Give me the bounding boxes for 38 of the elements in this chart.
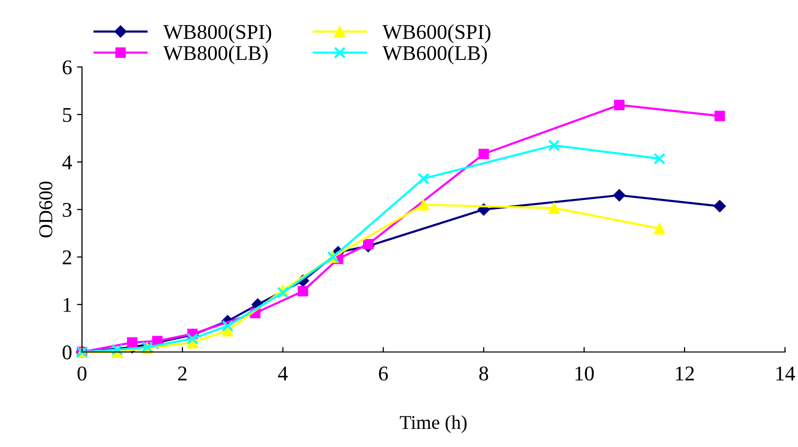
x-tick-label: 14 — [776, 366, 796, 380]
point — [654, 222, 666, 234]
point — [418, 198, 430, 211]
legend-label: WB800(LB) — [163, 45, 268, 64]
point — [127, 337, 138, 348]
point — [654, 152, 666, 165]
point — [548, 139, 560, 152]
legend-label: WB600(SPI) — [382, 24, 490, 44]
y-tick-label: 3 — [62, 202, 72, 217]
point — [418, 172, 430, 185]
point — [298, 286, 308, 296]
y-tick-label: 0 — [62, 345, 72, 360]
point — [478, 148, 489, 160]
y-tick-label: 6 — [62, 60, 72, 74]
y-tick-label: 1 — [64, 298, 72, 312]
y-axis-title: OD600 — [39, 182, 52, 238]
point — [548, 202, 560, 214]
point — [222, 320, 234, 332]
point — [186, 332, 198, 345]
y-tick-label: 4 — [62, 156, 72, 170]
x-axis-title: Time (h) — [400, 415, 467, 433]
x-tick-label: 6 — [378, 366, 388, 381]
legend-label: WB800(SPI) — [163, 24, 272, 44]
x-tick-label: 0 — [78, 366, 86, 381]
point — [614, 100, 625, 110]
x-tick-label: 12 — [676, 366, 694, 380]
y-tick-label: 2 — [62, 250, 72, 264]
point — [276, 286, 289, 299]
x-tick-label: 4 — [278, 366, 288, 380]
x-tick-label: 2 — [178, 366, 186, 380]
point — [714, 110, 725, 122]
legend-label: WB600(LB) — [382, 45, 487, 64]
point — [713, 200, 726, 212]
y-tick-label: 5 — [63, 108, 72, 122]
point — [613, 189, 626, 202]
x-tick-label: 8 — [479, 366, 488, 381]
point — [363, 238, 374, 250]
x-tick-label: 10 — [576, 366, 594, 381]
